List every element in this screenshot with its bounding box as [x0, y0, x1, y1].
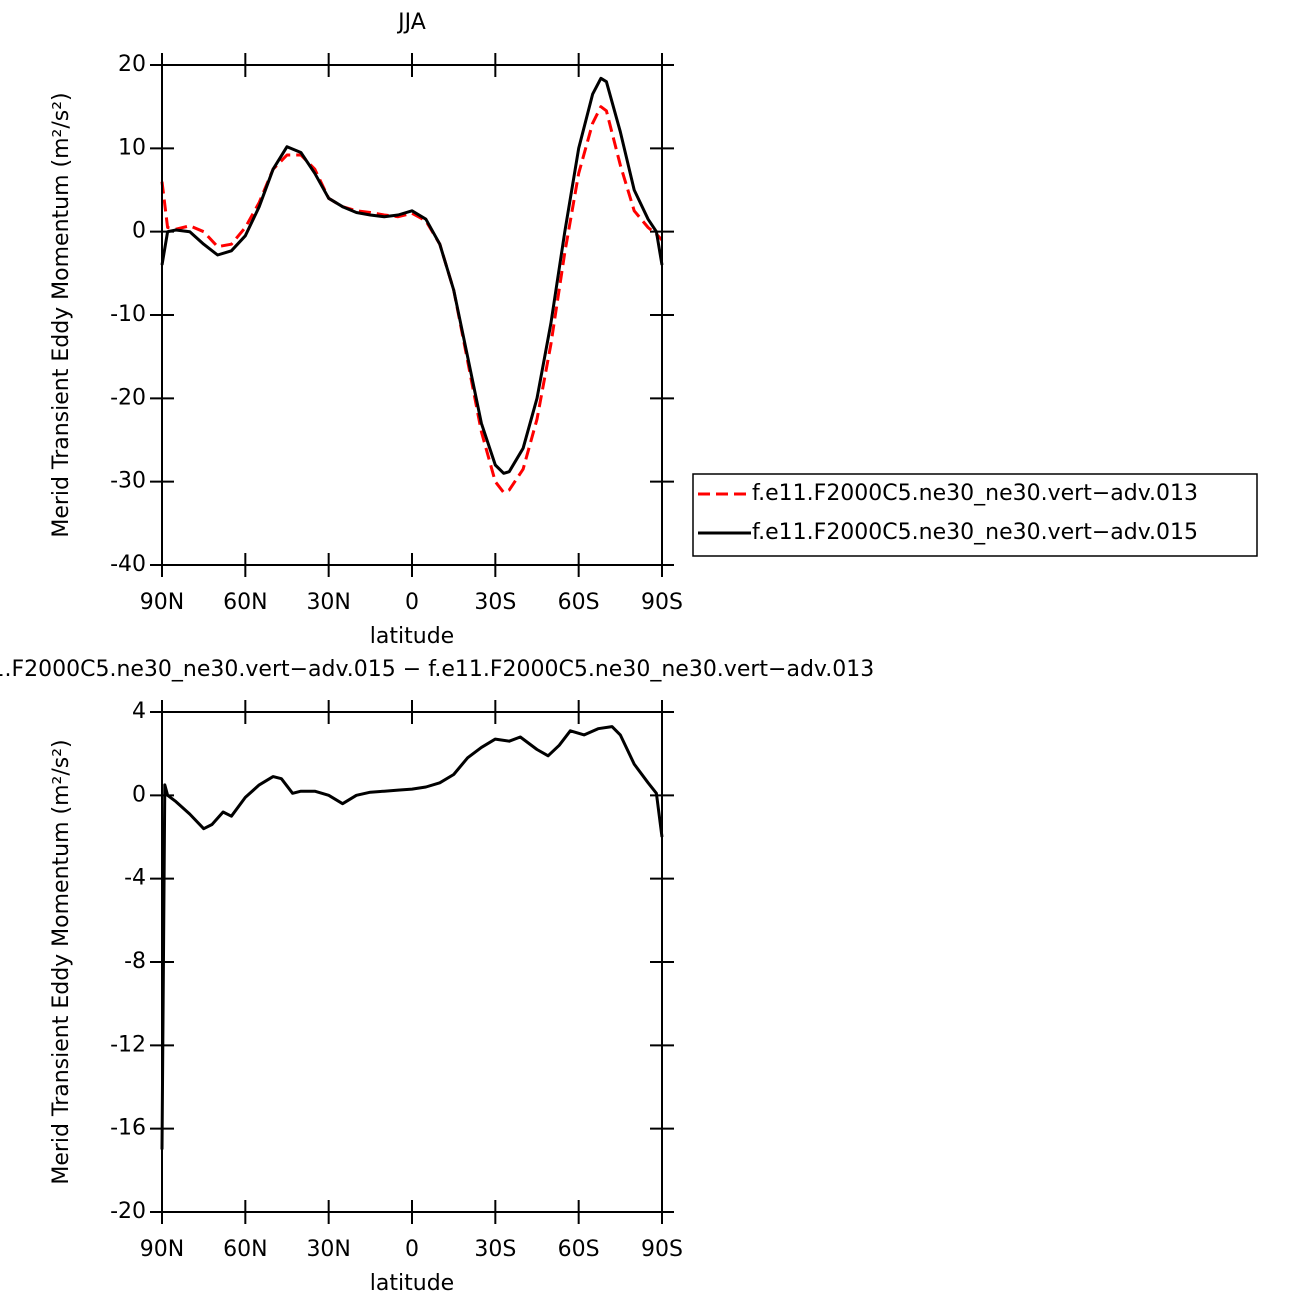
x-tick-label: 90N: [140, 1237, 184, 1262]
y-tick-label: -16: [110, 1116, 146, 1141]
data-line: [160, 725, 664, 1150]
x-tick-label: 30N: [306, 590, 350, 615]
chart-title: f.e11.F2000C5.ne30_ne30.vert−adv.015 − f…: [0, 657, 874, 682]
x-tick-label: 60N: [223, 1237, 267, 1262]
x-tick-label: 0: [405, 1237, 419, 1262]
legend-label: f.e11.F2000C5.ne30_ne30.vert−adv.015: [752, 520, 1198, 545]
y-tick-label: -40: [110, 552, 146, 577]
y-tick-label: 4: [132, 699, 146, 724]
data-line: [160, 76, 664, 475]
y-tick-label: -12: [110, 1032, 146, 1057]
x-tick-label: 30S: [474, 1237, 516, 1262]
x-tick-label: 60S: [558, 590, 600, 615]
y-axis-label: Merid Transient Eddy Momentum (m²/s²): [49, 92, 74, 537]
x-tick-label: 30S: [474, 590, 516, 615]
y-axis-label: Merid Transient Eddy Momentum (m²/s²): [49, 739, 74, 1184]
y-tick-label: -20: [110, 1199, 146, 1224]
x-tick-label: 30N: [306, 1237, 350, 1262]
x-tick-label: 90N: [140, 590, 184, 615]
legend-label: f.e11.F2000C5.ne30_ne30.vert−adv.013: [752, 481, 1198, 506]
x-axis-label: latitude: [370, 624, 454, 649]
x-tick-label: 90S: [641, 1237, 683, 1262]
y-tick-label: 0: [132, 219, 146, 244]
x-tick-label: 60N: [223, 590, 267, 615]
data-line: [160, 105, 664, 494]
y-tick-label: 20: [118, 52, 146, 77]
y-tick-label: -10: [110, 302, 146, 327]
y-tick-label: 0: [132, 782, 146, 807]
y-tick-label: -8: [124, 949, 146, 974]
legend-box: [692, 473, 1258, 557]
x-tick-label: 60S: [558, 1237, 600, 1262]
y-tick-label: -4: [124, 866, 146, 891]
plot-frame: [161, 64, 663, 566]
x-axis-label: latitude: [370, 1271, 454, 1296]
y-tick-label: -20: [110, 385, 146, 410]
x-tick-label: 90S: [641, 590, 683, 615]
x-tick-label: 0: [405, 590, 419, 615]
plot-frame: [161, 711, 663, 1213]
chart-title: JJA: [396, 10, 426, 35]
y-tick-label: -30: [110, 469, 146, 494]
y-tick-label: 10: [118, 135, 146, 160]
